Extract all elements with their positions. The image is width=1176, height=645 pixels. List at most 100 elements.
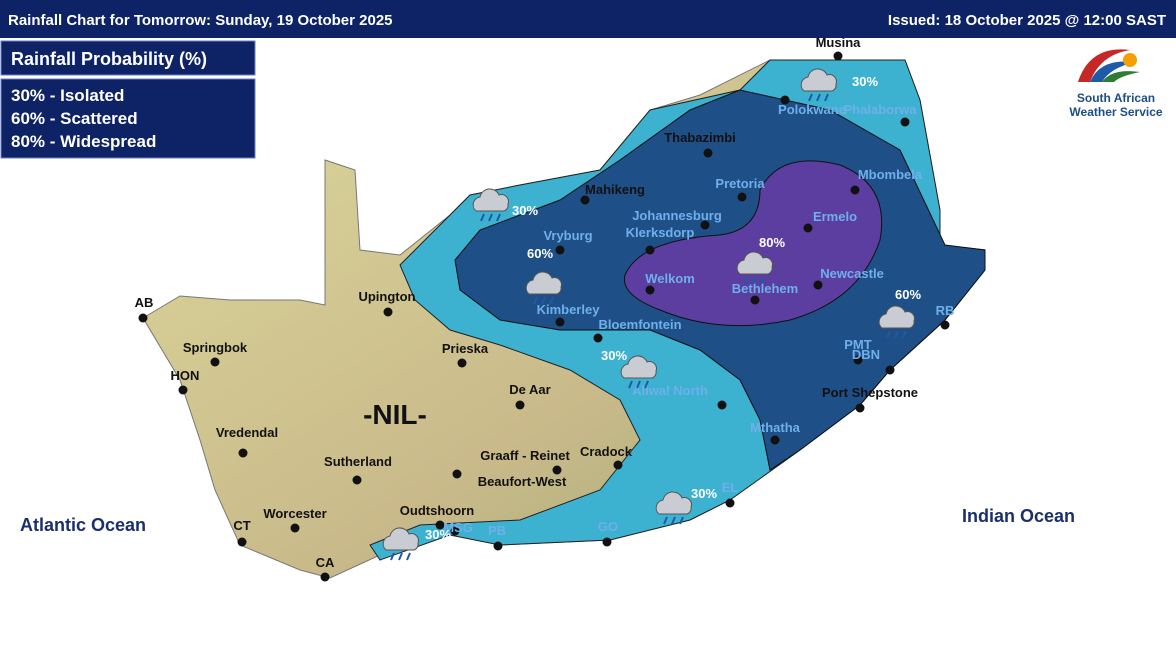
nil-label: -NIL- [363, 399, 427, 430]
city-label: Kimberley [537, 302, 601, 317]
city-dot [178, 385, 188, 395]
city-label: Mahikeng [585, 182, 645, 197]
city-dot [450, 526, 460, 536]
city-label: EL [722, 480, 739, 495]
rain-icon [382, 527, 419, 551]
city-label: Graaff - Reinet [480, 448, 570, 463]
city-label: Bethlehem [732, 281, 798, 296]
city-dot [885, 365, 895, 375]
zone-label: 30% [691, 486, 717, 501]
rain-icon [620, 355, 657, 379]
logo-text: South African [1077, 91, 1155, 105]
city-dot [645, 285, 655, 295]
city-label: Thabazimbi [664, 130, 736, 145]
city-label: AB [135, 295, 154, 310]
city-label: Klerksdorp [626, 225, 695, 240]
zone-label: 30% [512, 203, 538, 218]
legend-item: 30% - Isolated [11, 86, 124, 105]
legend-box [0, 78, 256, 159]
city-dot [855, 403, 865, 413]
city-label: De Aar [509, 382, 550, 397]
city-label: HON [171, 368, 200, 383]
city-dot [780, 95, 790, 105]
issued: Issued: 18 October 2025 @ 12:00 SAST [888, 12, 1166, 29]
city-label: Musina [816, 35, 862, 50]
city-dot [138, 313, 148, 323]
city-dot [435, 520, 445, 530]
zone-label: 30% [852, 74, 878, 89]
rain-drops [390, 552, 411, 561]
city-dot [833, 51, 843, 61]
zone-label: 60% [895, 287, 921, 302]
city-dot [552, 465, 562, 475]
city-label: DBN [852, 347, 880, 362]
legend-item: 60% - Scattered [11, 109, 138, 128]
city-label: Springbok [183, 340, 248, 355]
city-dot [703, 148, 713, 158]
city-label: Pretoria [715, 176, 765, 191]
city-label: GO [598, 519, 618, 534]
city-dot [383, 307, 393, 317]
city-dot [725, 498, 735, 508]
city-dot [645, 245, 655, 255]
city-label: Prieska [442, 341, 489, 356]
city-label: Newcastle [820, 266, 884, 281]
rain-icon [878, 305, 915, 329]
rain-icon [655, 491, 692, 515]
rain-icon [525, 271, 562, 295]
zone-label: 30% [601, 348, 627, 363]
city-dot [940, 320, 950, 330]
rain-icon [472, 188, 509, 212]
city-label: Johannesburg [632, 208, 722, 223]
city-dot [555, 245, 565, 255]
rain-icon [800, 68, 837, 92]
city-label: MSG [443, 520, 473, 535]
city-label: Mbombela [858, 167, 923, 182]
city-dot [555, 317, 565, 327]
city-label: Oudtshoorn [400, 503, 474, 518]
city-dot [700, 220, 710, 230]
logo: South African Weather Service [1069, 49, 1163, 119]
zone-label: 80% [759, 235, 785, 250]
city-label: CA [316, 555, 335, 570]
city-dot [803, 223, 813, 233]
rain-drops [663, 516, 684, 525]
ocean-label: Atlantic Ocean [20, 515, 146, 535]
city-label: PMT [844, 337, 872, 352]
city-label: CT [233, 518, 250, 533]
rain-drops [533, 296, 554, 305]
city-dot [515, 400, 525, 410]
rain-drops [808, 93, 829, 102]
city-dot [320, 572, 330, 582]
rain-drops [480, 213, 501, 222]
city-dot [613, 460, 623, 470]
city-dot [737, 192, 747, 202]
city-label: Bloemfontein [598, 317, 681, 332]
rain-drops [886, 330, 907, 339]
header-bar [0, 0, 1176, 38]
city-dot [750, 295, 760, 305]
city-label: Ermelo [813, 209, 857, 224]
zone-label: 60% [527, 246, 553, 261]
city-dot [850, 185, 860, 195]
city-dot [290, 523, 300, 533]
legend-title: Rainfall Probability (%) [11, 49, 207, 69]
city-label: Welkom [645, 271, 695, 286]
city-label: Sutherland [324, 454, 392, 469]
city-dot [457, 358, 467, 368]
city-dot [493, 541, 503, 551]
city-label: Vryburg [543, 228, 592, 243]
city-dot [580, 195, 590, 205]
city-label: RB [936, 303, 955, 318]
city-label: Beaufort-West [478, 474, 567, 489]
ocean-label: Indian Ocean [962, 506, 1075, 526]
city-dot [602, 537, 612, 547]
header-title: Rainfall Chart for Tomorrow: Sunday, 19 … [8, 12, 393, 29]
city-dot [352, 475, 362, 485]
city-label: Vredendal [216, 425, 278, 440]
city-dot [237, 537, 247, 547]
legend-title-box [0, 40, 256, 76]
city-label: Port Shepstone [822, 385, 918, 400]
